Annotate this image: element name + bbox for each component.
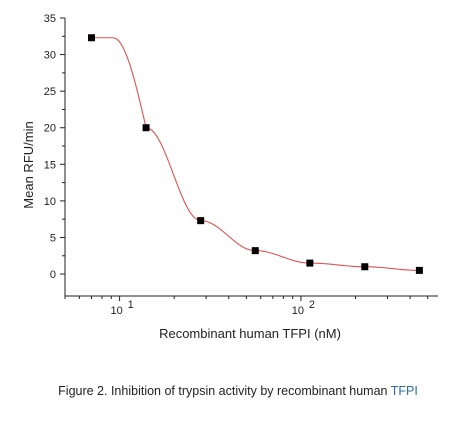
data-point — [415, 266, 423, 274]
data-point — [361, 263, 369, 271]
y-tick-label: 20 — [44, 123, 56, 135]
fit-curve-group — [91, 37, 420, 271]
x-tick-label: 10 — [110, 305, 122, 317]
data-point — [197, 217, 205, 225]
data-points — [87, 34, 423, 274]
caption-highlight: TFPI — [390, 384, 418, 398]
data-point — [142, 124, 150, 132]
x-tick-label-exponent: 2 — [309, 299, 315, 311]
data-point — [87, 34, 95, 42]
y-tick-label: 5 — [50, 232, 56, 244]
axes: 0 5 10 15 20 25 30 35 10 1 10 2 — [44, 13, 438, 317]
x-tick-label-exponent: 1 — [128, 299, 134, 311]
fit-curve — [91, 37, 420, 271]
x-axis-title: Recombinant human TFPI (nM) — [159, 326, 341, 341]
y-tick-label: 0 — [50, 269, 56, 281]
y-tick-label: 35 — [44, 13, 56, 25]
x-tick-label: 10 — [292, 305, 304, 317]
y-axis-title: Mean RFU/min — [21, 121, 36, 208]
y-tick-label: 30 — [44, 50, 56, 62]
data-point — [306, 259, 314, 267]
y-tick-label: 10 — [44, 196, 56, 208]
y-tick-label: 25 — [44, 86, 56, 98]
data-point — [251, 247, 259, 255]
y-tick-label: 15 — [44, 159, 56, 171]
caption-text: Figure 2. Inhibition of trypsin activity… — [58, 384, 391, 398]
figure-caption: Figure 2. Inhibition of trypsin activity… — [0, 384, 476, 398]
